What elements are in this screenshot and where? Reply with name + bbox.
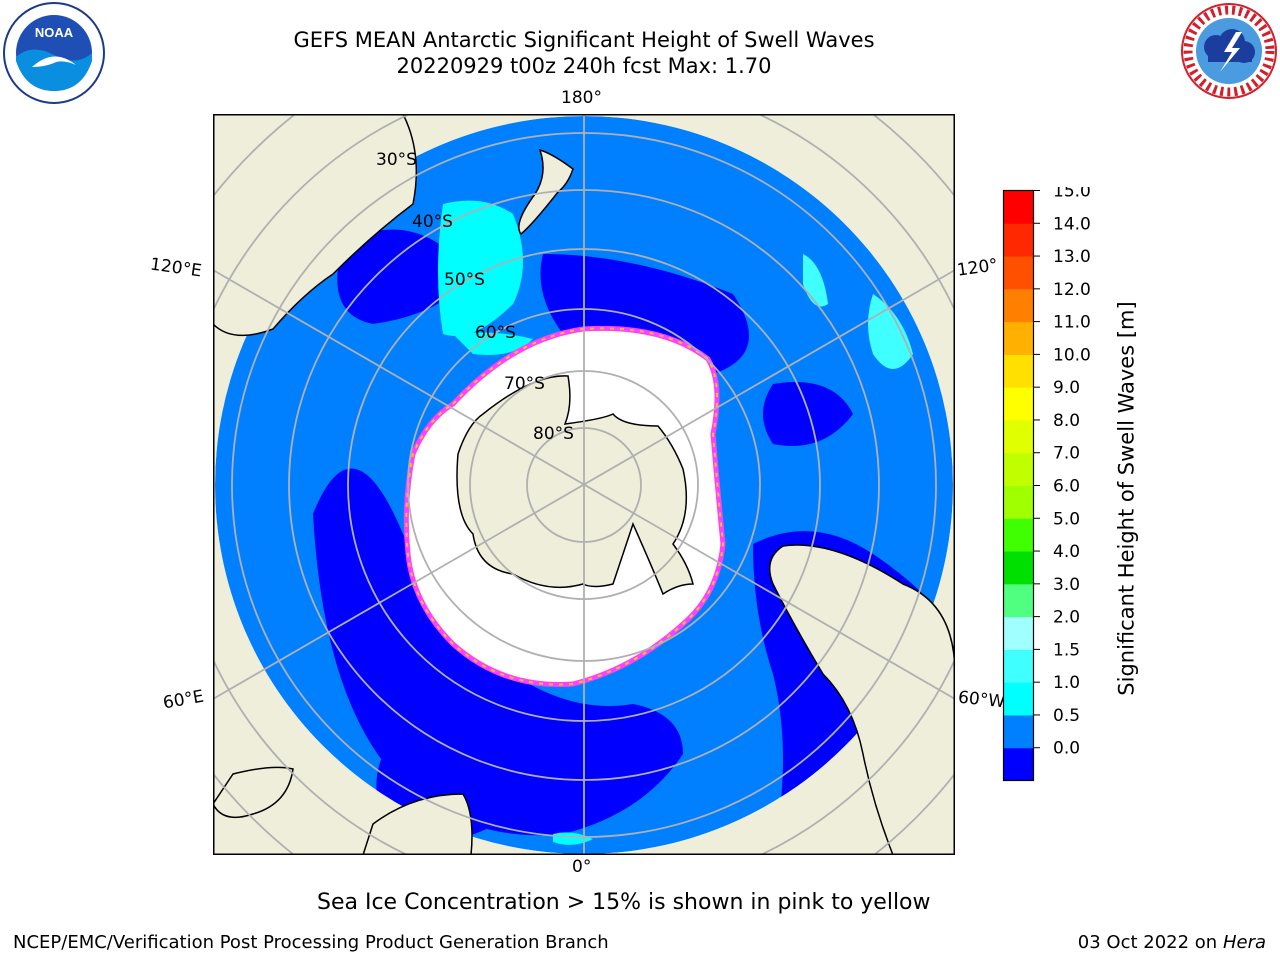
colorbar-tick-label: 8.0 <box>1053 411 1080 431</box>
noaa-logo: NOAA <box>3 2 105 104</box>
colorbar-tick-label: 11.0 <box>1053 313 1091 333</box>
colorbar-swatch <box>1003 714 1034 749</box>
colorbar-swatch <box>1003 223 1034 257</box>
colorbar-tick-label: 1.5 <box>1053 640 1080 660</box>
chart-title: GEFS MEAN Antarctic Significant Height o… <box>293 28 875 52</box>
graticule <box>213 114 955 855</box>
colorbar-swatch <box>1003 682 1034 716</box>
colorbar-tick-label: 7.0 <box>1053 444 1080 464</box>
colorbar-swatch <box>1003 649 1034 683</box>
australia <box>213 114 418 337</box>
colorbar-tick-label: 12.0 <box>1053 280 1091 300</box>
colorbar-swatch <box>1003 387 1034 421</box>
colorbar-tick-label: 1.0 <box>1053 673 1080 693</box>
colorbar-tick-label: 15.0 <box>1053 187 1091 202</box>
colorbar-swatch <box>1003 616 1034 650</box>
colorbar-swatch <box>1003 551 1034 585</box>
polar-map <box>213 114 955 855</box>
madagascar <box>213 766 294 819</box>
lat-label-60s: 60°S <box>475 323 516 343</box>
lon-label-60w: 60°W <box>957 687 1006 713</box>
colorbar-swatch <box>1003 321 1034 355</box>
colorbar-swatch <box>1003 190 1034 224</box>
lon-label-60e: 60°E <box>161 686 206 714</box>
nws-logo <box>1181 3 1277 99</box>
colorbar-swatch <box>1003 288 1034 323</box>
colorbar-tick-label: 13.0 <box>1053 247 1091 267</box>
lat-label-30s: 30°S <box>376 150 417 170</box>
colorbar-swatch <box>1003 452 1034 486</box>
colorbar-swatch <box>1003 518 1034 552</box>
colorbar-tick-label: 0.5 <box>1053 706 1080 726</box>
sea-ice-caption: Sea Ice Concentration > 15% is shown in … <box>317 890 931 915</box>
noaa-logo-text: NOAA <box>35 25 74 40</box>
footer-left: NCEP/EMC/Verification Post Processing Pr… <box>13 932 609 953</box>
chart-subtitle: 20220929 t00z 240h fcst Max: 1.70 <box>396 54 772 78</box>
colorbar-swatch <box>1003 583 1034 618</box>
lat-label-80s: 80°S <box>533 424 574 444</box>
lon-label-0: 0° <box>572 857 592 877</box>
lat-label-50s: 50°S <box>444 270 485 290</box>
colorbar-title: Significant Height of Swell Waves [m] <box>1114 301 1139 696</box>
colorbar-tick-label: 2.0 <box>1053 608 1080 628</box>
colorbar-swatch <box>1003 419 1034 454</box>
colorbar-swatch <box>1003 747 1034 781</box>
footer-date: 03 Oct 2022 on <box>1077 932 1223 953</box>
footer-machine: Hera <box>1222 932 1266 953</box>
colorbar-tick-label: 14.0 <box>1053 214 1091 234</box>
lat-label-40s: 40°S <box>412 212 453 232</box>
colorbar-tick-label: 6.0 <box>1053 477 1080 497</box>
colorbar-tick-label: 4.0 <box>1053 542 1080 562</box>
lat-label-70s: 70°S <box>504 374 545 394</box>
map-frame <box>213 114 955 855</box>
colorbar-swatch <box>1003 256 1034 290</box>
footer-right: 03 Oct 2022 on Hera <box>1078 932 1266 953</box>
colorbar-tick-label: 9.0 <box>1053 378 1080 398</box>
colorbar-tick-label: 10.0 <box>1053 345 1091 365</box>
colorbar-swatch <box>1003 485 1034 519</box>
colorbar-tick-label: 5.0 <box>1053 509 1080 529</box>
colorbar: 15.0 14.0 13.0 12.0 11.0 10.0 9.0 8.0 7.0 6.0 5.0 4… <box>1002 187 1091 782</box>
lon-label-120e: 120°E <box>148 254 203 282</box>
lon-label-120w: 120° <box>955 255 1000 281</box>
colorbar-swatch <box>1003 354 1034 388</box>
lon-label-180: 180° <box>561 88 602 108</box>
colorbar-tick-label: 0.0 <box>1053 739 1080 759</box>
antarctica <box>456 375 694 596</box>
colorbar-tick-label: 3.0 <box>1053 575 1080 595</box>
